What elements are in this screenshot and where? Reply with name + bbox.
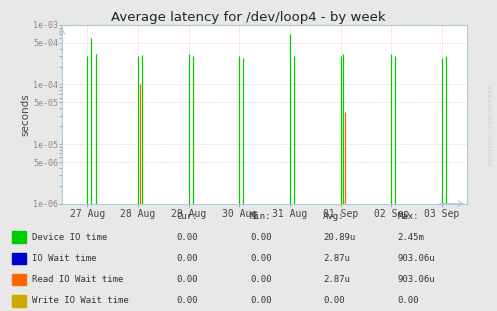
Text: 0.00: 0.00 [176, 233, 198, 242]
Text: Avg:: Avg: [323, 212, 344, 220]
Text: 903.06u: 903.06u [398, 275, 435, 284]
Text: 0.00: 0.00 [323, 296, 344, 305]
Text: 0.00: 0.00 [250, 233, 271, 242]
Text: RRDTOOL / TOBI OETIKER: RRDTOOL / TOBI OETIKER [489, 84, 494, 165]
Text: 0.00: 0.00 [250, 275, 271, 284]
Text: 2.87u: 2.87u [323, 275, 350, 284]
Text: 0.00: 0.00 [250, 254, 271, 263]
Text: 20.89u: 20.89u [323, 233, 355, 242]
Text: Average latency for /dev/loop4 - by week: Average latency for /dev/loop4 - by week [111, 11, 386, 24]
Text: Cur:: Cur: [176, 212, 198, 220]
Text: Max:: Max: [398, 212, 419, 220]
Text: 2.45m: 2.45m [398, 233, 424, 242]
Text: Read IO Wait time: Read IO Wait time [32, 275, 124, 284]
Text: IO Wait time: IO Wait time [32, 254, 97, 263]
Y-axis label: seconds: seconds [20, 93, 30, 136]
Text: 0.00: 0.00 [250, 296, 271, 305]
Text: 903.06u: 903.06u [398, 254, 435, 263]
Text: 2.87u: 2.87u [323, 254, 350, 263]
Text: 0.00: 0.00 [176, 275, 198, 284]
Text: 0.00: 0.00 [398, 296, 419, 305]
Text: 0.00: 0.00 [176, 254, 198, 263]
Text: Device IO time: Device IO time [32, 233, 107, 242]
Text: Write IO Wait time: Write IO Wait time [32, 296, 129, 305]
Text: Min:: Min: [250, 212, 271, 220]
Text: 0.00: 0.00 [176, 296, 198, 305]
